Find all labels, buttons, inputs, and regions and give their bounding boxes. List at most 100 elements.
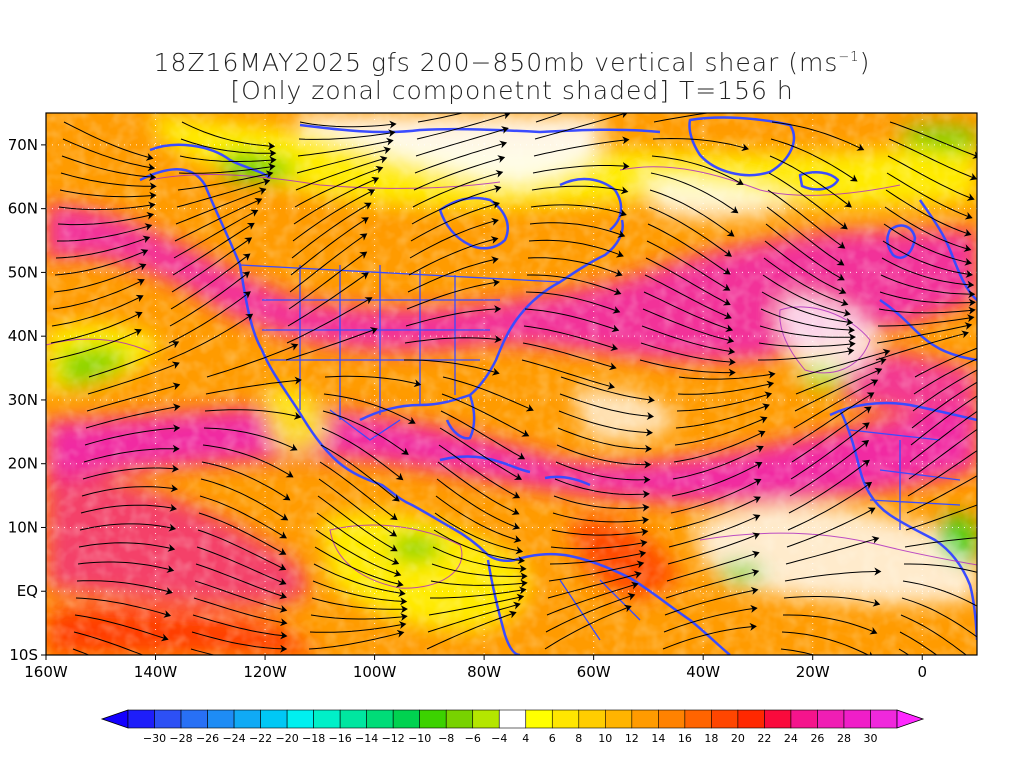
streamline (557, 427, 652, 453)
colorbar-swatch (658, 709, 686, 729)
streamline (177, 170, 274, 191)
streamline (767, 189, 846, 249)
colorbar-label: −24 (222, 732, 245, 745)
streamline (787, 481, 873, 531)
streamline (904, 563, 977, 573)
streamline (551, 528, 649, 537)
streamline (533, 136, 630, 157)
streamline (545, 592, 636, 633)
streamline (878, 306, 976, 315)
streamline (796, 348, 891, 378)
lat-tick-label: 10S (9, 646, 38, 664)
streamline (317, 495, 398, 552)
streamline (61, 155, 157, 181)
colorbar-swatch (578, 709, 606, 729)
streamline (555, 461, 651, 484)
colorbar-label: −26 (196, 732, 219, 745)
colorbar-label: −16 (329, 732, 352, 745)
colorbar-swatch (498, 709, 527, 729)
streamline (879, 291, 976, 307)
streamline (406, 278, 500, 310)
streamline (783, 596, 881, 607)
streamline (556, 444, 652, 469)
streamline (313, 563, 406, 597)
streamline (73, 631, 145, 655)
streamline (427, 601, 521, 633)
streamline (87, 361, 180, 395)
streamline (432, 546, 527, 573)
colorbar-swatch (233, 709, 261, 729)
streamline (287, 272, 369, 327)
streamline (174, 197, 263, 242)
colorbar-swatch (472, 709, 500, 729)
streamline (415, 126, 509, 157)
streamline (642, 308, 735, 344)
streamline (758, 340, 856, 349)
streamline (529, 222, 626, 238)
plot-frame (45, 112, 978, 656)
streamline (785, 535, 880, 565)
streamline (308, 629, 405, 650)
streamline (795, 357, 887, 395)
streamline (766, 206, 845, 266)
colorbar-label: −28 (169, 732, 192, 745)
streamline (771, 121, 865, 151)
colorbar-swatch (154, 709, 182, 729)
streamline (409, 217, 499, 259)
streamline (428, 593, 525, 616)
streamline (192, 614, 288, 640)
lon-tick-label: 20W (796, 663, 830, 681)
colorbar-label: 8 (575, 732, 582, 745)
colorbar-label: −18 (302, 732, 325, 745)
streamline (172, 222, 255, 276)
streamline (793, 379, 879, 429)
streamline (559, 393, 654, 420)
streamline (201, 461, 291, 501)
colorbar-swatch (366, 709, 394, 729)
streamline (901, 597, 977, 638)
streamline (677, 380, 775, 395)
streamline (58, 201, 156, 211)
streamline (644, 274, 732, 320)
colorbar-swatch (737, 709, 765, 729)
streamline (650, 172, 739, 214)
streamline (49, 328, 142, 361)
streamline (88, 341, 180, 378)
streamline (558, 410, 653, 437)
streamline (431, 563, 528, 581)
streamline (407, 256, 499, 293)
streamline (74, 614, 169, 642)
streamline (59, 189, 157, 200)
streamline (646, 240, 731, 291)
streamline (86, 382, 181, 412)
streamline (179, 155, 277, 165)
lon-tick-label: 160W (24, 663, 68, 681)
streamline (198, 512, 287, 555)
streamline (647, 223, 731, 275)
streamline (55, 235, 151, 259)
streamline (645, 257, 731, 306)
streamline (531, 185, 629, 195)
colorbar-label: 4 (522, 732, 529, 745)
streamline (294, 165, 384, 208)
streamline (437, 461, 520, 515)
streamline (911, 381, 977, 429)
streamline (426, 610, 517, 650)
streamline (76, 580, 173, 595)
streamline (764, 240, 847, 295)
streamline (910, 395, 977, 446)
colorbar-label: 28 (837, 732, 851, 745)
streamline (761, 291, 854, 326)
streamline (675, 403, 770, 429)
streamline (905, 504, 977, 531)
streamline (193, 597, 288, 627)
streamline (75, 597, 172, 618)
streamline (664, 586, 759, 616)
colorbar-label: 22 (757, 732, 771, 745)
streamline (639, 359, 736, 377)
colorbar-swatch (127, 709, 155, 729)
streamline (889, 121, 977, 159)
streamline (876, 322, 973, 344)
streamline (758, 347, 855, 361)
